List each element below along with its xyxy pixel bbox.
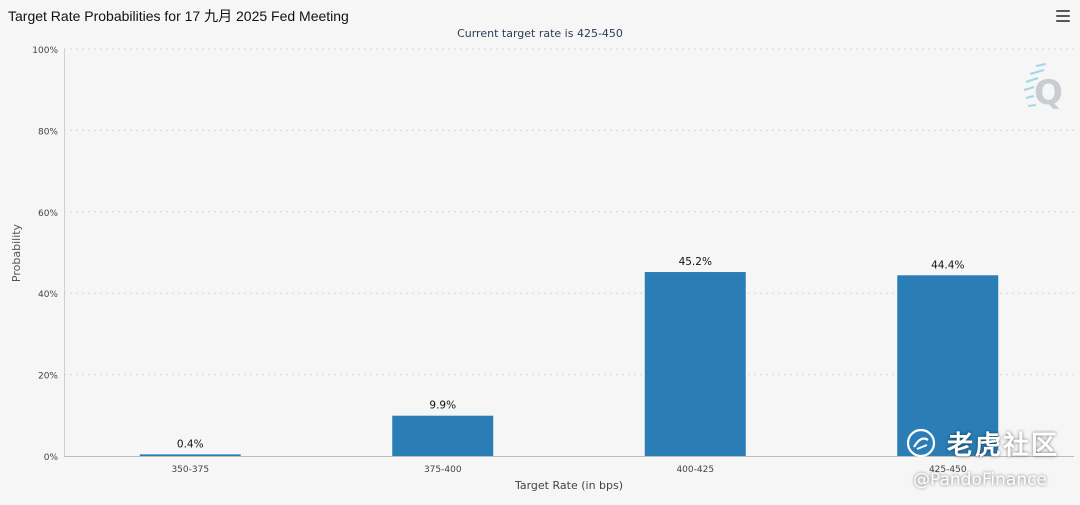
x-tick-label: 375-400 [424,465,462,475]
x-axis-ticks: 350-375 375-400 400-425 425-450 [171,465,966,475]
bar-375-400[interactable] [392,415,494,456]
grid-lines [64,48,1074,376]
y-tick-label: 60% [38,209,58,219]
svg-text:Q: Q [1034,73,1063,113]
watermark: 老虎社区 @PandoFinance [905,425,1075,495]
x-tick-label: 350-375 [171,465,209,475]
bars [139,272,999,456]
y-tick-label: 40% [38,290,58,300]
y-tick-label: 80% [38,127,58,137]
data-labels: 0.4% 9.9% 45.2% 44.4% [177,256,965,450]
y-tick-label: 20% [38,372,58,382]
watermark-handle: @PandoFinance [913,470,1047,490]
tiger-community-logo-icon [906,428,936,458]
hamburger-menu-icon[interactable] [1056,10,1070,22]
y-tick-label: 100% [32,46,58,56]
data-label: 44.4% [931,259,964,271]
x-tick-label: 400-425 [676,465,714,475]
chart-subtitle: Current target rate is 425-450 [457,27,623,40]
bar-425-450[interactable] [897,275,999,456]
x-tick-label: 425-450 [929,465,967,475]
y-axis-ticks: 0% 20% 40% 60% 80% 100% [32,46,58,463]
chart-title: Target Rate Probabilities for 17 九月 2025… [8,8,349,24]
bar-400-425[interactable] [644,272,746,456]
q-logo-icon: Q [1023,63,1063,113]
bar-350-375[interactable] [139,454,241,456]
x-axis-title: Target Rate (in bps) [514,479,623,492]
data-label: 9.9% [429,400,456,412]
watermark-brand: 老虎社区 [947,431,1060,461]
data-label: 45.2% [679,256,712,268]
y-axis-title: Probability [10,223,23,282]
data-label: 0.4% [177,438,204,450]
y-tick-label: 0% [44,453,59,463]
